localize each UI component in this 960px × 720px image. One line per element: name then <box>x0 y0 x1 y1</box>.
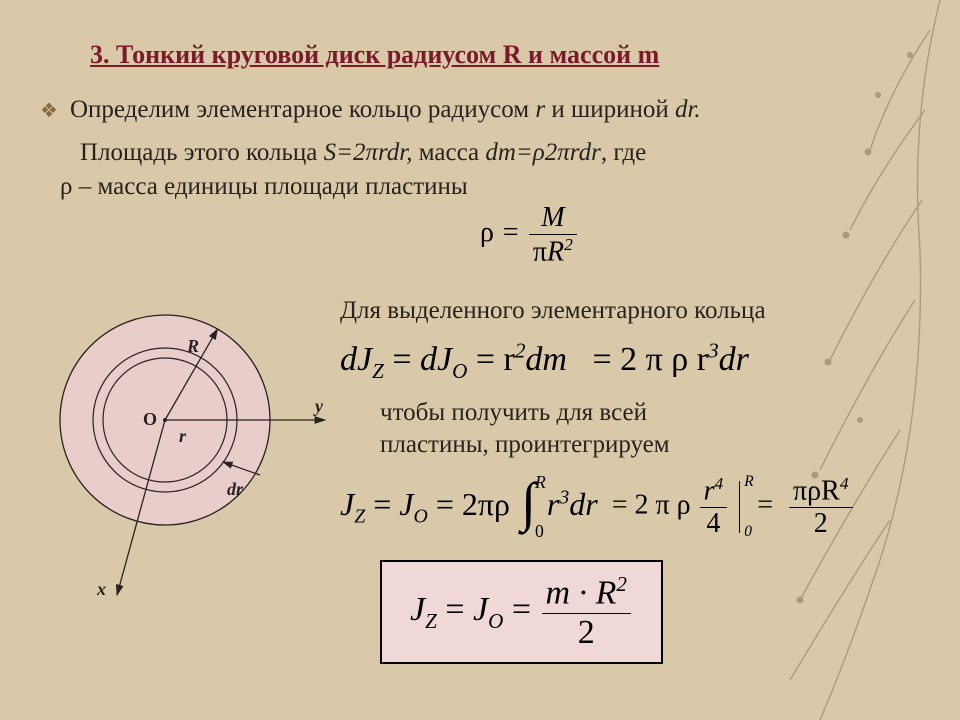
bullet-1: ❖ Определим элементарное кольцо радиусом… <box>40 94 910 125</box>
slide-content: 3. Тонкий круговой диск радиусом R и мас… <box>0 0 960 720</box>
diamond-bullet-icon: ❖ <box>40 96 58 126</box>
para-3: ρ – масса единицы площади пластины <box>60 171 910 202</box>
slide-title: 3. Тонкий круговой диск радиусом R и мас… <box>90 40 910 70</box>
svg-text:r: r <box>179 426 187 446</box>
para-5: чтобы получить для всейпластины, проинте… <box>380 397 920 460</box>
formula-integral: JZ = JO = 2πρ R∫0 r3dr = 2 π ρ r4 4 R0 =… <box>340 474 920 540</box>
disk-diagram: ORrdryx <box>35 280 315 600</box>
formula-dJ: dJZ = dJO = r2dm = 2 π ρ r3dr <box>340 338 920 383</box>
formula-rho: ρ = M πR2 <box>480 202 910 268</box>
para-1: Определим элементарное кольцо радиусом r… <box>70 94 701 125</box>
formula-result: JZ = JO = m · R2 2 <box>380 554 920 663</box>
para-4: Для выделенного элементарного кольца <box>340 295 920 326</box>
right-column: Для выделенного элементарного кольца dJZ… <box>340 295 920 664</box>
para-2: Площадь этого кольца S=2πrdr, масса dm=ρ… <box>80 137 910 168</box>
svg-text:dr: dr <box>227 479 244 499</box>
svg-text:R: R <box>186 336 199 356</box>
svg-text:x: x <box>96 579 106 599</box>
svg-text:y: y <box>313 396 324 416</box>
svg-text:O: O <box>143 409 157 429</box>
